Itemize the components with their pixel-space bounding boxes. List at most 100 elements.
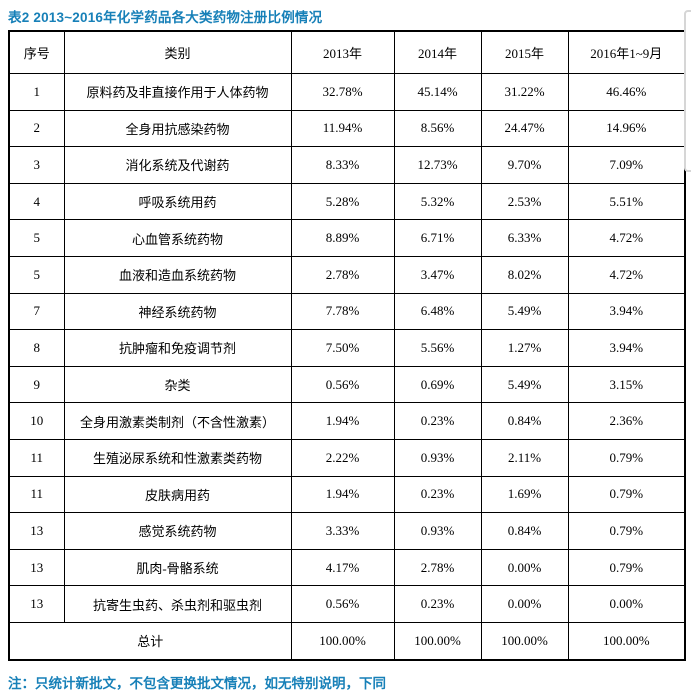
header-cell-2013: 2013年 [290, 30, 395, 74]
table-row: 4 呼吸系统用药 5.28% 5.32% 2.53% 5.51% [8, 182, 686, 221]
header-cell-2016: 2016年1~9月 [567, 30, 686, 74]
value-cell-2015: 0.00% [480, 548, 569, 587]
value-cell-2014: 5.32% [393, 182, 482, 221]
row-number-cell: 10 [8, 402, 65, 440]
table-row: 11 皮肤病用药 1.94% 0.23% 1.69% 0.79% [8, 475, 686, 514]
value-cell-2013: 8.89% [290, 219, 395, 257]
table-footer: 总计 100.00% 100.00% 100.00% 100.00% [8, 621, 686, 661]
row-number-cell: 5 [8, 255, 65, 294]
table-row: 1 原料药及非直接作用于人体药物 32.78% 45.14% 31.22% 46.46% [8, 73, 686, 111]
value-cell-2014: 6.48% [393, 292, 482, 331]
row-number-cell: 13 [8, 512, 65, 550]
registration-ratio-table: 序号 类别 2013年 2014年 2015年 2016年1~9月 1 原料药及非… [8, 30, 686, 661]
value-cell-2015: 31.22% [480, 73, 569, 111]
row-number-cell: 11 [8, 475, 65, 514]
category-cell: 肌肉-骨骼系统 [63, 548, 292, 587]
header-cell-category: 类别 [63, 30, 292, 74]
category-cell: 抗寄生虫药、杀虫剂和驱虫剂 [63, 585, 292, 623]
table-row: 3 消化系统及代谢药 8.33% 12.73% 9.70% 7.09% [8, 146, 686, 184]
table-row: 9 杂类 0.56% 0.69% 5.49% 3.15% [8, 365, 686, 404]
category-cell: 生殖泌尿系统和性激素类药物 [63, 438, 292, 477]
total-label-cell: 总计 [8, 621, 292, 661]
value-cell-2016: 4.72% [567, 219, 686, 257]
value-cell-2015: 2.11% [480, 438, 569, 477]
table-row: 5 心血管系统药物 8.89% 6.71% 6.33% 4.72% [8, 219, 686, 257]
value-cell-2016: 0.79% [567, 512, 686, 550]
row-number-cell: 1 [8, 73, 65, 111]
category-cell: 神经系统药物 [63, 292, 292, 331]
value-cell-2013: 7.78% [290, 292, 395, 331]
value-cell-2016: 7.09% [567, 146, 686, 184]
value-cell-2016: 0.00% [567, 585, 686, 623]
value-cell-2014: 3.47% [393, 255, 482, 294]
value-cell-2013: 5.28% [290, 182, 395, 221]
value-cell-2014: 6.71% [393, 219, 482, 257]
value-cell-2016: 2.36% [567, 402, 686, 440]
row-number-cell: 9 [8, 365, 65, 404]
category-cell: 杂类 [63, 365, 292, 404]
value-cell-2015: 0.00% [480, 585, 569, 623]
header-cell-index: 序号 [8, 30, 65, 74]
value-cell-2014: 12.73% [393, 146, 482, 184]
value-cell-2013: 7.50% [290, 329, 395, 367]
value-cell-2016: 0.79% [567, 475, 686, 514]
value-cell-2015: 5.49% [480, 365, 569, 404]
value-cell-2014: 0.93% [393, 438, 482, 477]
value-cell-2015: 0.84% [480, 402, 569, 440]
table-row: 11 生殖泌尿系统和性激素类药物 2.22% 0.93% 2.11% 0.79% [8, 438, 686, 477]
value-cell-2014: 0.69% [393, 365, 482, 404]
value-cell-2013: 32.78% [290, 73, 395, 111]
row-number-cell: 3 [8, 146, 65, 184]
table-row: 13 肌肉-骨骼系统 4.17% 2.78% 0.00% 0.79% [8, 548, 686, 587]
value-cell-2015: 8.02% [480, 255, 569, 294]
value-cell-2016: 0.79% [567, 548, 686, 587]
value-cell-2014: 2.78% [393, 548, 482, 587]
category-cell: 消化系统及代谢药 [63, 146, 292, 184]
value-cell-2015: 1.69% [480, 475, 569, 514]
value-cell-2016: 3.94% [567, 292, 686, 331]
header-cell-2015: 2015年 [480, 30, 569, 74]
category-cell: 原料药及非直接作用于人体药物 [63, 73, 292, 111]
row-number-cell: 2 [8, 109, 65, 148]
value-cell-2016: 5.51% [567, 182, 686, 221]
value-cell-2014: 8.56% [393, 109, 482, 148]
value-cell-2015: 5.49% [480, 292, 569, 331]
table-header: 序号 类别 2013年 2014年 2015年 2016年1~9月 [8, 30, 686, 74]
header-row: 序号 类别 2013年 2014年 2015年 2016年1~9月 [8, 30, 686, 74]
category-cell: 抗肿瘤和免疫调节剂 [63, 329, 292, 367]
total-value-cell: 100.00% [393, 621, 482, 661]
table-row: 7 神经系统药物 7.78% 6.48% 5.49% 3.94% [8, 292, 686, 331]
value-cell-2016: 3.15% [567, 365, 686, 404]
value-cell-2014: 0.23% [393, 585, 482, 623]
category-cell: 皮肤病用药 [63, 475, 292, 514]
table-row: 2 全身用抗感染药物 11.94% 8.56% 24.47% 14.96% [8, 109, 686, 148]
value-cell-2015: 1.27% [480, 329, 569, 367]
category-cell: 全身用激素类制剂（不含性激素） [63, 402, 292, 440]
value-cell-2014: 0.93% [393, 512, 482, 550]
value-cell-2015: 0.84% [480, 512, 569, 550]
row-number-cell: 5 [8, 219, 65, 257]
table-body: 1 原料药及非直接作用于人体药物 32.78% 45.14% 31.22% 46.46% 2… [8, 73, 686, 623]
header-cell-2014: 2014年 [393, 30, 482, 74]
value-cell-2013: 4.17% [290, 548, 395, 587]
value-cell-2016: 46.46% [567, 73, 686, 111]
row-number-cell: 13 [8, 548, 65, 587]
value-cell-2013: 3.33% [290, 512, 395, 550]
category-cell: 血液和造血系统药物 [63, 255, 292, 294]
value-cell-2013: 1.94% [290, 475, 395, 514]
category-cell: 呼吸系统用药 [63, 182, 292, 221]
row-number-cell: 8 [8, 329, 65, 367]
table-row: 8 抗肿瘤和免疫调节剂 7.50% 5.56% 1.27% 3.94% [8, 329, 686, 367]
total-value-cell: 100.00% [480, 621, 569, 661]
value-cell-2016: 4.72% [567, 255, 686, 294]
total-row: 总计 100.00% 100.00% 100.00% 100.00% [8, 621, 686, 661]
table-footnote: 注：只统计新批文，不包含更换批文情况，如无特别说明，下同 [8, 676, 386, 691]
table-row: 13 感觉系统药物 3.33% 0.93% 0.84% 0.79% [8, 512, 686, 550]
total-value-cell: 100.00% [567, 621, 686, 661]
value-cell-2015: 2.53% [480, 182, 569, 221]
value-cell-2014: 0.23% [393, 475, 482, 514]
value-cell-2016: 3.94% [567, 329, 686, 367]
row-number-cell: 13 [8, 585, 65, 623]
table-row: 5 血液和造血系统药物 2.78% 3.47% 8.02% 4.72% [8, 255, 686, 294]
value-cell-2015: 24.47% [480, 109, 569, 148]
